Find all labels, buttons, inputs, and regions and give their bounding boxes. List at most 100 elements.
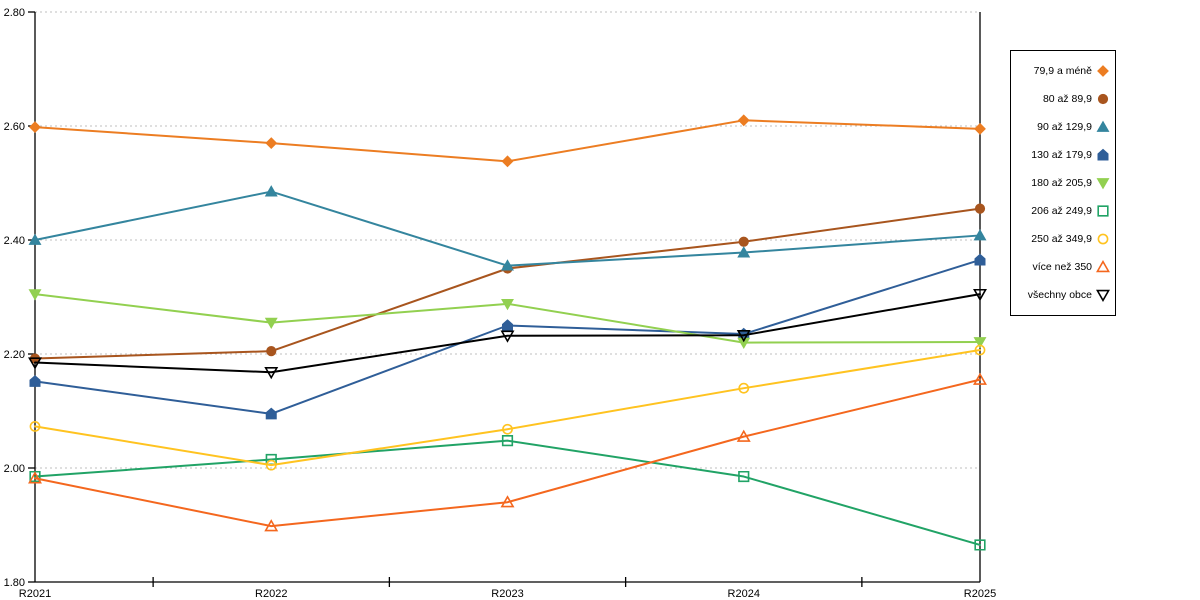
legend-item[interactable]: 180 až 205,9 bbox=[1013, 170, 1110, 197]
legend-label: 90 až 129,9 bbox=[1037, 121, 1092, 133]
circle-icon bbox=[738, 382, 750, 394]
triangle-down-icon bbox=[1096, 289, 1110, 302]
legend-item[interactable]: 90 až 129,9 bbox=[1013, 114, 1110, 141]
series-line bbox=[34, 378, 981, 528]
series-250 až 349,9 bbox=[29, 344, 986, 471]
square-icon bbox=[738, 470, 750, 483]
triangle-up-icon bbox=[28, 471, 42, 484]
circle-icon bbox=[265, 459, 277, 471]
triangle-up-icon bbox=[264, 185, 278, 197]
legend-item[interactable]: 206 až 249,9 bbox=[1013, 198, 1110, 225]
y-axis-label: 1.80 bbox=[4, 577, 25, 589]
series-line bbox=[34, 293, 981, 374]
circle-icon bbox=[1097, 233, 1109, 245]
triangle-up-icon bbox=[1096, 260, 1110, 273]
square-icon bbox=[1097, 205, 1109, 217]
circle-icon bbox=[974, 203, 986, 214]
triangle-up-icon bbox=[1096, 120, 1110, 132]
pentagon-icon bbox=[265, 407, 277, 420]
triangle-up-icon bbox=[1096, 120, 1110, 132]
legend-item[interactable]: 80 až 89,9 bbox=[1013, 86, 1110, 113]
triangle-down-icon bbox=[973, 337, 987, 349]
circle-icon bbox=[974, 344, 986, 356]
diamond-icon bbox=[501, 155, 514, 168]
square-icon bbox=[1097, 205, 1109, 217]
triangle-down-icon bbox=[737, 337, 751, 350]
triangle-down-icon bbox=[736, 329, 751, 343]
series-všechny obce bbox=[28, 288, 987, 380]
pentagon-icon bbox=[974, 253, 986, 266]
legend-item[interactable]: 130 až 179,9 bbox=[1013, 142, 1110, 169]
legend-label: 130 až 179,9 bbox=[1031, 149, 1092, 161]
y-axis-label: 2.00 bbox=[4, 463, 25, 475]
y-axis-label: 2.80 bbox=[4, 7, 25, 19]
pentagon-icon bbox=[502, 319, 513, 331]
circle-icon bbox=[29, 420, 41, 432]
legend-label: všechny obce bbox=[1027, 289, 1092, 301]
triangle-up-icon bbox=[973, 372, 987, 385]
series-206 až 249,9 bbox=[29, 435, 986, 551]
diamond-icon bbox=[29, 121, 41, 134]
pentagon-icon bbox=[1097, 148, 1109, 161]
pentagon-icon bbox=[29, 375, 41, 387]
series-90 až 129,9 bbox=[28, 185, 987, 271]
triangle-up-icon bbox=[973, 229, 987, 241]
legend-item[interactable]: 250 až 349,9 bbox=[1013, 226, 1110, 253]
x-axis-label: R2023 bbox=[491, 588, 523, 600]
triangle-down-icon bbox=[501, 298, 514, 311]
series-130 až 179,9 bbox=[29, 253, 986, 420]
series-line bbox=[34, 349, 981, 467]
triangle-down-icon bbox=[28, 357, 42, 370]
legend-label: více než 350 bbox=[1032, 261, 1092, 273]
legend[interactable]: 79,9 a méně 80 až 89,9 90 až 129,9 130 až 1… bbox=[1010, 50, 1116, 316]
circle-icon bbox=[738, 236, 749, 247]
triangle-down-icon bbox=[1096, 178, 1110, 190]
series-více než 350 bbox=[28, 372, 987, 532]
legend-label: 250 až 349,9 bbox=[1031, 233, 1092, 245]
square-icon bbox=[501, 435, 514, 447]
x-axis-label: R2021 bbox=[19, 588, 51, 600]
pentagon-icon bbox=[1097, 148, 1109, 161]
diamond-icon bbox=[265, 137, 278, 150]
legend-label: 206 až 249,9 bbox=[1031, 205, 1092, 217]
triangle-down-icon bbox=[973, 288, 987, 302]
triangle-up-icon bbox=[28, 233, 42, 245]
y-axis-label: 2.60 bbox=[4, 121, 25, 133]
y-axis-label: 2.20 bbox=[4, 349, 25, 361]
x-axis-label: R2025 bbox=[964, 588, 996, 600]
legend-item[interactable]: 79,9 a méně bbox=[1013, 58, 1110, 85]
series-79,9 a méně bbox=[29, 114, 986, 168]
square-icon bbox=[974, 539, 986, 551]
triangle-up-icon bbox=[737, 246, 751, 258]
legend-label: 180 až 205,9 bbox=[1031, 177, 1092, 189]
triangle-up-icon bbox=[736, 429, 751, 442]
circle-icon bbox=[1097, 93, 1109, 105]
legend-item[interactable]: více než 350 bbox=[1013, 254, 1110, 281]
circle-icon bbox=[266, 346, 277, 357]
legend-item[interactable]: všechny obce bbox=[1013, 282, 1110, 309]
triangle-down-icon bbox=[28, 289, 42, 301]
triangle-up-icon bbox=[501, 259, 514, 271]
circle-icon bbox=[502, 423, 513, 435]
diamond-icon bbox=[974, 122, 986, 135]
legend-label: 80 až 89,9 bbox=[1042, 93, 1092, 105]
series-80 až 89,9 bbox=[29, 203, 986, 364]
triangle-down-icon bbox=[1096, 289, 1110, 302]
diamond-icon bbox=[1097, 65, 1109, 77]
legend-label: 79,9 a méně bbox=[1033, 65, 1092, 77]
circle-icon bbox=[1097, 93, 1109, 105]
x-axis-label: R2022 bbox=[255, 588, 287, 600]
series-180 až 205,9 bbox=[28, 289, 987, 350]
diamond-icon bbox=[1097, 65, 1109, 77]
series-line bbox=[34, 258, 981, 415]
triangle-down-icon bbox=[500, 330, 515, 343]
triangle-up-icon bbox=[500, 495, 515, 508]
triangle-down-icon bbox=[1096, 178, 1110, 190]
circle-icon bbox=[1097, 233, 1109, 245]
triangle-down-icon bbox=[264, 367, 279, 380]
triangle-up-icon bbox=[264, 519, 279, 532]
series-line bbox=[34, 439, 981, 546]
y-axis-label: 2.40 bbox=[4, 235, 25, 247]
